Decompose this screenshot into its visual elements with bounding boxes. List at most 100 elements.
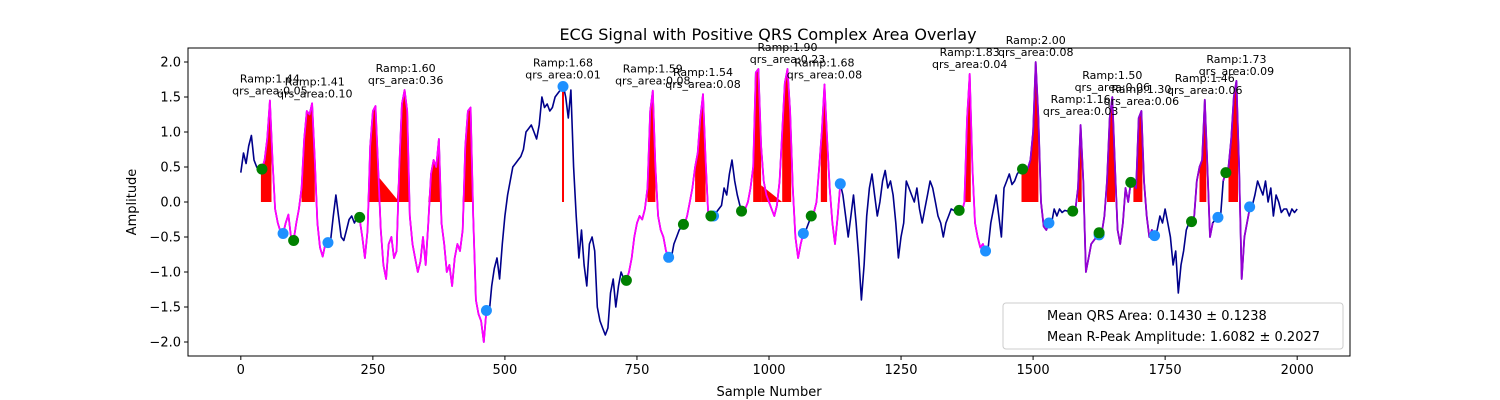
annotation-line: Ramp:1.68	[794, 56, 854, 69]
qrs-area-fill	[965, 73, 971, 203]
qrs-segment-line	[261, 99, 295, 242]
annotation-line: qrs_area:0.06	[1104, 95, 1179, 108]
y-tick-label: 0.0	[160, 196, 181, 211]
x-axis: 0 250 500 750 1000 1250 1500 1750 2000	[237, 356, 1314, 378]
r-peak-annotation: Ramp:1.44 qrs_area:0.05	[232, 73, 307, 98]
annotation-line: qrs_area:0.09	[1199, 65, 1274, 78]
qrs-offset-marker	[1244, 201, 1256, 213]
r-peak-annotation: Ramp:1.50 qrs_area:0.06	[1075, 69, 1150, 94]
legend-box	[1002, 302, 1344, 350]
annotation-line: qrs_area:0.36	[368, 74, 443, 87]
y-tick-label: −0.5	[149, 231, 181, 246]
qrs-onset-marker	[705, 210, 717, 222]
y-tick-label: 1.0	[160, 126, 181, 141]
x-tick-label: 1000	[752, 363, 785, 378]
annotation-line: Ramp:1.41	[285, 75, 345, 88]
qrs-onset-marker	[1067, 205, 1079, 217]
annotation-line: Ramp:1.83	[940, 46, 1000, 59]
y-tick-label: −1.5	[149, 301, 181, 316]
qrs-offset-marker	[557, 81, 569, 92]
qrs-onset-marker	[354, 211, 366, 223]
annotation-line: qrs_area:0.06	[1075, 81, 1150, 94]
r-peak-annotation: Ramp:1.68 qrs_area:0.08	[787, 56, 862, 81]
x-tick-label: 750	[625, 363, 650, 378]
x-tick-label: 1750	[1149, 363, 1182, 378]
qrs-onset-marker	[620, 274, 632, 286]
qrs-area-fill	[375, 173, 400, 202]
annotation-line: qrs_area:0.03	[1043, 105, 1118, 118]
qrs-area-fill	[695, 94, 706, 202]
chart-title: ECG Signal with Positive QRS Complex Are…	[559, 25, 976, 44]
qrs-onset-marker	[953, 204, 965, 216]
qrs-segment-line	[810, 83, 842, 245]
qrs-onset-marker	[1220, 167, 1232, 179]
legend: Mean QRS Area: 0.1430 ± 0.1238 Mean R-Pe…	[1002, 302, 1344, 350]
annotation-line: qrs_area:0.01	[525, 68, 600, 81]
qrs-onset-marker	[1017, 163, 1029, 175]
y-tick-label: 2.0	[160, 56, 181, 71]
x-tick-label: 500	[492, 363, 517, 378]
annotation-line: qrs_area:0.08	[998, 46, 1073, 59]
qrs-offset-marker	[1149, 230, 1161, 242]
qrs-segment-line	[292, 102, 329, 258]
qrs-offset-marker	[834, 178, 846, 190]
annotation-line: qrs_area:0.05	[232, 85, 307, 98]
qrs-segment-line	[1190, 98, 1214, 238]
qrs-segment-line	[740, 68, 805, 259]
qrs-offset-marker	[1043, 217, 1055, 229]
qrs-offset-marker	[797, 228, 809, 239]
qrs-onset-marker	[256, 163, 268, 175]
annotation-line: qrs_area:0.08	[615, 75, 690, 88]
y-tick-label: −1.0	[149, 266, 181, 281]
qrs-segment-line	[1098, 96, 1134, 245]
annotation-line: Ramp:1.54	[673, 66, 733, 79]
r-peak-annotation: Ramp:1.46 qrs_area:0.06	[1167, 72, 1242, 97]
x-tick-label: 1250	[884, 363, 917, 378]
qrs-segment-line	[682, 93, 712, 226]
r-peak-annotation: Ramp:1.16 qrs_area:0.03	[1043, 93, 1118, 118]
y-tick-label: 0.5	[160, 161, 181, 176]
legend-entry-r-peak: Mean R-Peak Amplitude: 1.6082 ± 0.2027	[1047, 330, 1320, 345]
r-peak-annotation: Ramp:1.83 qrs_area:0.04	[932, 46, 1007, 71]
qrs-offset-marker	[663, 251, 675, 263]
annotation-line: qrs_area:0.23	[750, 53, 825, 66]
y-tick-label: −2.0	[149, 336, 181, 351]
annotation-line: qrs_area:0.08	[787, 68, 862, 81]
annotation-line: Ramp:1.44	[240, 73, 300, 86]
qrs-area-fill	[1021, 62, 1039, 202]
annotation-line: Ramp:1.30	[1111, 83, 1171, 96]
qrs-offset-marker	[1212, 211, 1224, 223]
qrs-segment-line	[958, 73, 987, 252]
qrs-area-fill	[301, 103, 315, 202]
annotation-line: Ramp:1.60	[376, 62, 436, 75]
annotation-line: Ramp:1.68	[533, 56, 593, 69]
qrs-offset-marker	[980, 245, 992, 257]
annotation-line: qrs_area:0.10	[277, 87, 352, 100]
r-peak-annotation: Ramp:1.73 qrs_area:0.09	[1199, 53, 1274, 78]
annotation-line: qrs_area:0.08	[665, 78, 740, 91]
qrs-onset-marker	[1186, 216, 1198, 228]
qrs-offset-marker	[277, 228, 289, 239]
qrs-segment-line	[358, 89, 488, 343]
qrs-onset-marker	[288, 235, 300, 246]
annotation-line: Ramp:1.16	[1051, 93, 1111, 106]
qrs-onset-marker	[736, 205, 748, 217]
annotation-line: Ramp:1.50	[1082, 69, 1142, 82]
x-tick-label: 2000	[1281, 363, 1314, 378]
r-peak-annotation: Ramp:1.41 qrs_area:0.10	[277, 75, 352, 100]
y-tick-label: 1.5	[160, 91, 181, 106]
annotation-line: Ramp:1.59	[623, 63, 683, 76]
x-axis-title: Sample Number	[716, 385, 822, 400]
r-peak-annotation: Ramp:1.59 qrs_area:0.08	[615, 63, 690, 88]
r-peak-annotation: Ramp:1.68 qrs_area:0.01	[525, 56, 600, 81]
qrs-onset-marker	[677, 218, 689, 230]
r-peak-annotation: Ramp:1.30 qrs_area:0.06	[1104, 83, 1179, 108]
r-peak-annotation: Ramp:1.60 qrs_area:0.36	[368, 62, 443, 87]
qrs-onset-marker	[1093, 227, 1105, 239]
r-peak-annotation: Ramp:1.54 qrs_area:0.08	[665, 66, 740, 91]
annotation-line: Ramp:1.73	[1206, 53, 1266, 66]
annotation-line: Ramp:2.00	[1006, 34, 1066, 47]
qrs-offset-marker	[480, 305, 492, 316]
